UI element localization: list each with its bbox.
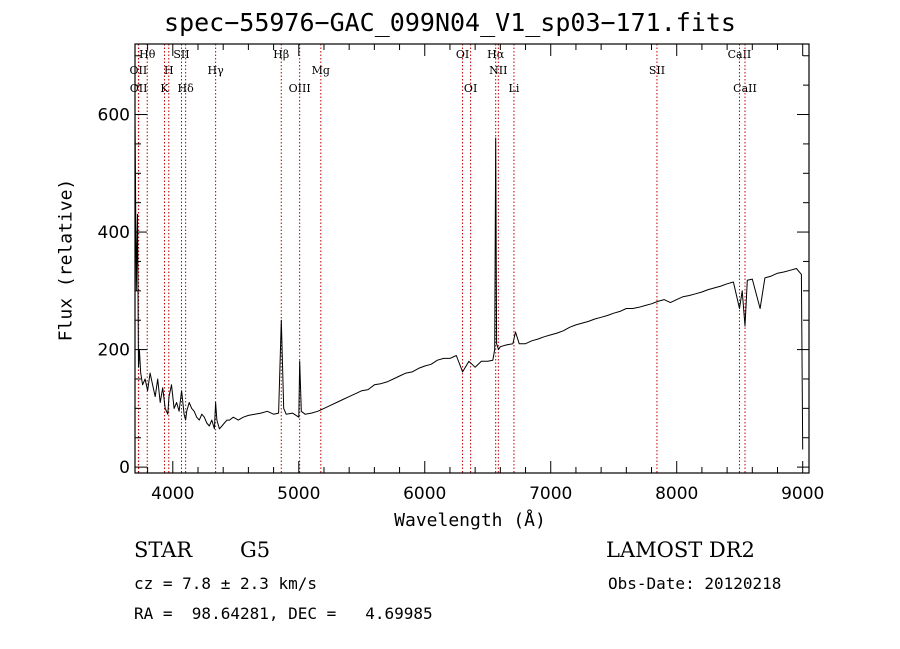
marker-label-6: Hδ bbox=[178, 82, 195, 95]
x-axis-label: Wavelength (Å) bbox=[394, 510, 546, 531]
y-axis-label: Flux (relative) bbox=[55, 178, 77, 342]
x-tick-label-0: 4000 bbox=[151, 484, 194, 504]
marker-label-15: Li bbox=[509, 82, 520, 95]
marker-label-14: NII bbox=[489, 64, 507, 77]
chart-title: spec−55976−GAC_099N04_V1_sp03−171.fits bbox=[164, 8, 736, 37]
object-class: STAR bbox=[134, 538, 193, 562]
survey-name: LAMOST DR2 bbox=[606, 538, 755, 562]
coordinates-line: RA = 98.64281, DEC = 4.69985 bbox=[134, 604, 433, 623]
y-tick-label-2: 400 bbox=[98, 223, 130, 243]
y-tick-label-3: 600 bbox=[98, 106, 130, 126]
marker-label-18: CaII bbox=[733, 82, 757, 95]
marker-label-1: OII bbox=[130, 64, 148, 77]
x-tick-label-4: 8000 bbox=[655, 484, 698, 504]
object-subclass: G5 bbox=[240, 538, 271, 562]
obs-date: Obs-Date: 20120218 bbox=[608, 574, 782, 593]
y-tick-label-1: 200 bbox=[98, 341, 130, 361]
spectrum-line-0 bbox=[134, 114, 804, 450]
redshift-line: cz = 7.8 ± 2.3 km/s bbox=[134, 574, 318, 593]
marker-label-10: OIII bbox=[289, 82, 311, 95]
spectrum-series bbox=[134, 114, 804, 450]
x-tick-label-3: 7000 bbox=[529, 484, 572, 504]
marker-label-3: SII bbox=[173, 48, 189, 61]
marker-label-16: SII bbox=[649, 64, 665, 77]
x-tick-label-2: 6000 bbox=[403, 484, 446, 504]
x-tick-label-5: 9000 bbox=[781, 484, 824, 504]
marker-label-7: Hγ bbox=[208, 64, 225, 77]
y-tick-label-0: 0 bbox=[119, 458, 130, 478]
marker-label-12: OI bbox=[464, 82, 477, 95]
marker-label-17: CaII bbox=[728, 48, 752, 61]
marker-label-4: H bbox=[164, 64, 174, 77]
plot-axes: 4000 5000 6000 7000 8000 9000 0 200 400 600 bbox=[98, 43, 824, 504]
marker-label-9: Mg bbox=[312, 64, 330, 77]
plot-frame bbox=[134, 43, 810, 474]
marker-label-11: OI bbox=[456, 48, 469, 61]
x-tick-label-1: 5000 bbox=[277, 484, 320, 504]
marker-label-13: Hα bbox=[487, 48, 505, 61]
marker-label-8: Hβ bbox=[273, 48, 289, 61]
marker-label-0: Hθ bbox=[139, 48, 156, 61]
marker-label-5: K bbox=[160, 82, 169, 95]
marker-label-2: OII bbox=[130, 82, 148, 95]
